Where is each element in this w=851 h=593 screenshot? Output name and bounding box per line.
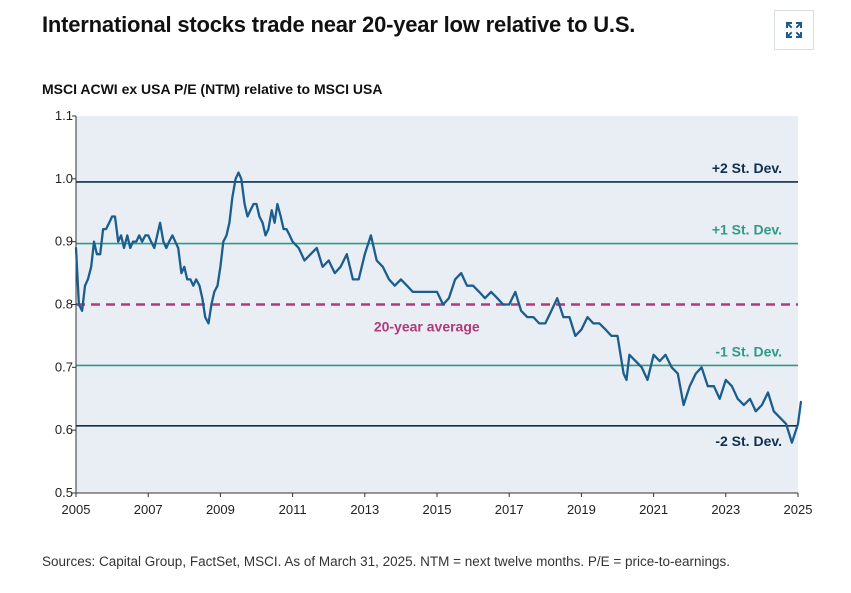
x-tick-label: 2013 xyxy=(350,502,379,517)
page-title: International stocks trade near 20-year … xyxy=(42,12,636,37)
x-tick-label: 2023 xyxy=(711,502,740,517)
expand-arrows-icon xyxy=(785,21,803,39)
x-tick-label: 2011 xyxy=(279,502,307,517)
reference-line-label: -2 St. Dev. xyxy=(715,433,782,449)
y-tick-label: 0.6 xyxy=(55,422,73,437)
x-tick-label: 2005 xyxy=(62,502,91,517)
x-tick-label: 2009 xyxy=(206,502,235,517)
x-tick-label: 2017 xyxy=(495,502,524,517)
x-tick-label: 2021 xyxy=(639,502,668,517)
x-tick-label: 2007 xyxy=(134,502,163,517)
x-tick-label: 2025 xyxy=(784,502,813,517)
reference-line-label: 20-year average xyxy=(374,319,480,335)
reference-line-label: -1 St. Dev. xyxy=(715,343,782,359)
y-tick-label: 1.1 xyxy=(55,108,73,123)
x-tick-label: 2019 xyxy=(567,502,596,517)
reference-line-label: +1 St. Dev. xyxy=(712,222,782,238)
y-tick-label: 0.5 xyxy=(55,485,73,500)
y-tick-label: 0.8 xyxy=(55,297,73,312)
series-line xyxy=(74,171,803,444)
y-tick-label: 0.9 xyxy=(55,234,73,249)
reference-line-label: +2 St. Dev. xyxy=(712,160,782,176)
expand-button[interactable] xyxy=(774,10,814,50)
y-tick-label: 1.0 xyxy=(55,171,73,186)
x-tick-label: 2015 xyxy=(423,502,452,517)
y-tick-label: 0.7 xyxy=(55,359,73,374)
chart-title: MSCI ACWI ex USA P/E (NTM) relative to M… xyxy=(42,81,383,97)
source-note: Sources: Capital Group, FactSet, MSCI. A… xyxy=(42,554,731,569)
line-chart: +2 St. Dev. +1 St. Dev. 20-year average -1 … xyxy=(55,108,813,517)
